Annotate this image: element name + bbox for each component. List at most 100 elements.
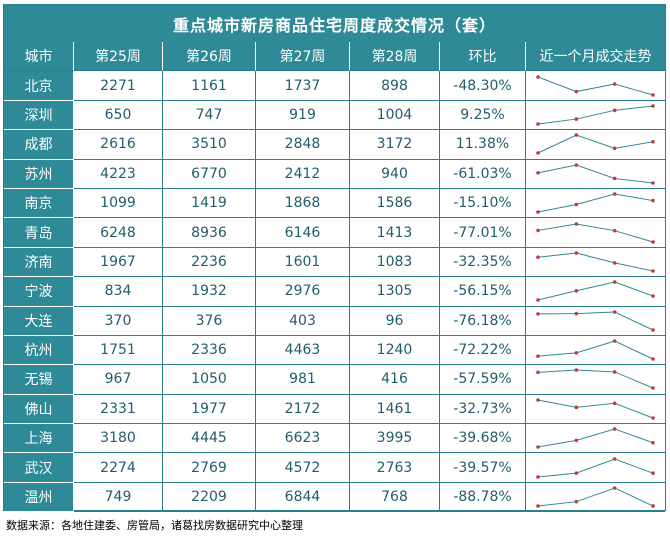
week27-cell: 4572 [256,453,350,483]
week28-cell: 3172 [350,130,440,160]
change-cell: -39.68% [440,424,526,454]
sparkline-point [536,255,540,259]
city-cell: 北京 [4,71,74,101]
city-cell: 无锡 [4,365,74,395]
trend-cell [526,218,665,248]
week27-cell: 2172 [256,394,350,425]
sparkline-point [574,289,579,293]
trend-cell [526,160,665,189]
table-frame: 重点城市新房商品住宅周度成交情况（套） 城市 第25周 第26周 第27周 第2… [3,4,666,513]
table-row: 深圳 650 747 919 1004 9.25% [4,100,665,131]
city-cell: 济南 [4,247,74,278]
sparkline-point [651,198,655,203]
sparkline [536,280,655,303]
table-row: 佛山 2331 1977 2172 1461 -32.73% [4,394,665,425]
sparkline-line [537,134,654,154]
city-cell: 宁波 [4,277,74,307]
table-row: 杭州 1751 2336 4463 1240 -72.22% [4,335,665,366]
week28-cell: 1083 [350,247,440,278]
sparkline-point [574,89,579,93]
table-title: 重点城市新房商品住宅周度成交情况（套） [4,5,665,42]
week25-cell: 1099 [74,188,163,219]
header-trend: 近一个月成交走势 [526,42,665,72]
week27-cell: 6146 [256,218,350,248]
sparkline-point [612,339,617,343]
header-week27: 第27周 [256,42,350,72]
trend-cell [526,307,665,336]
week27-cell: 403 [256,306,350,336]
week25-cell: 370 [74,306,163,336]
sparkline-point [612,427,617,432]
sparkline-line [537,428,654,448]
sparkline-point [612,146,617,151]
city-cell: 温州 [4,482,74,513]
week28-cell: 1004 [350,100,440,131]
week27-cell: 1737 [256,71,350,101]
change-cell: -72.22% [440,335,526,366]
sparkline-point [651,357,655,361]
week26-cell: 2236 [163,247,256,278]
sparkline-point [536,371,540,375]
city-cell: 南京 [4,188,74,219]
change-cell: -32.35% [440,247,526,278]
sparkline-point [574,351,579,355]
sparkline-point [612,176,617,181]
sparkline-point [651,327,655,332]
table-row: 济南 1967 2236 1601 1083 -32.35% [4,247,665,278]
sparkline-line [537,76,654,96]
sparkline [536,486,655,508]
sparkline-point [651,471,655,475]
sparkline-point [612,228,617,233]
week28-cell: 940 [350,159,440,189]
week26-cell: 747 [163,100,256,131]
city-cell: 武汉 [4,453,74,483]
city-cell: 佛山 [4,394,74,425]
table-row: 大连 370 376 403 96 -76.18% [4,306,665,336]
week25-cell: 1751 [74,335,163,366]
change-cell: -39.57% [440,453,526,483]
sparkline [536,309,655,332]
table-row: 北京 2271 1161 1737 898 -48.30% [4,71,665,101]
trend-cell [526,453,665,483]
week25-cell: 2616 [74,130,163,160]
sparkline [536,339,655,361]
header-city: 城市 [4,42,74,72]
table-row: 苏州 4223 6770 2412 940 -61.03% [4,159,665,189]
week27-cell: 2848 [256,130,350,160]
header-change: 环比 [440,42,526,72]
week28-cell: 1586 [350,188,440,219]
table-row: 上海 3180 4445 6623 3995 -39.68% [4,424,665,454]
week28-cell: 416 [350,365,440,395]
week28-cell: 3995 [350,424,440,454]
table-body: 北京 2271 1161 1737 898 -48.30% 深圳 650 747 919 1004 9… [4,71,665,513]
week26-cell: 2769 [163,453,256,483]
sparkline-point [574,117,579,121]
trend-cell [526,483,665,513]
week25-cell: 3180 [74,424,163,454]
source-note: 数据来源：各地住建委、房管局，诸葛找房数据研究中心整理 [6,519,303,532]
sparkline-line [537,281,654,301]
week25-cell: 1967 [74,247,163,278]
city-cell: 杭州 [4,335,74,366]
week28-cell: 1461 [350,394,440,425]
header-row: 城市 第25周 第26周 第27周 第28周 环比 近一个月成交走势 [4,42,665,72]
sparkline-point [574,202,579,207]
sparkline-point [651,441,655,445]
sparkline-point [651,239,655,244]
sparkline-line [537,369,654,389]
sparkline [536,427,655,450]
week27-cell: 1868 [256,188,350,219]
trend-cell [526,336,665,366]
sparkline-point [612,192,617,196]
week26-cell: 8936 [163,218,256,248]
week26-cell: 2209 [163,482,256,513]
week27-cell: 6623 [256,424,350,454]
week25-cell: 834 [74,277,163,307]
table-row: 宁波 834 1932 2976 1305 -56.15% [4,277,665,307]
sparkline-point [536,298,540,303]
sparkline [536,192,655,214]
week25-cell: 650 [74,100,163,131]
week27-cell: 2976 [256,277,350,307]
week26-cell: 3510 [163,130,256,160]
sparkline-point [651,504,655,508]
